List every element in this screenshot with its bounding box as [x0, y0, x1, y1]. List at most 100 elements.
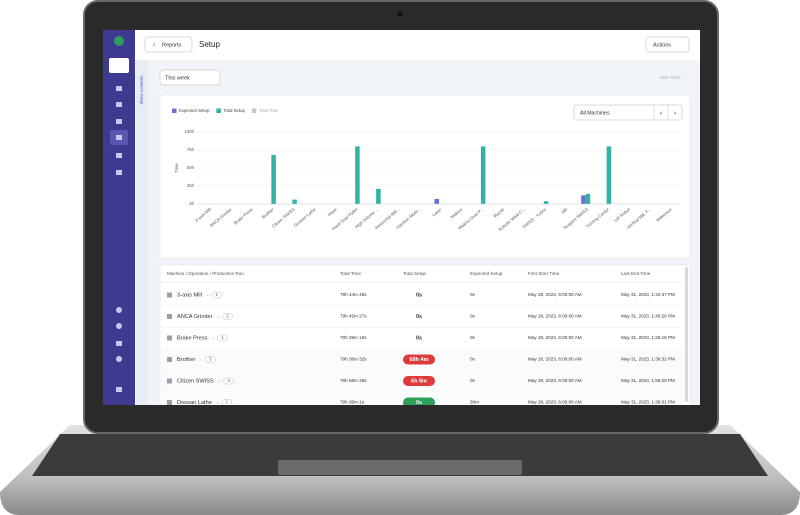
first-start: May 28, 2023, 6:00:00 AM	[528, 357, 582, 362]
expand-chevron: ⌄	[206, 292, 210, 297]
machine-name[interactable]: ANCA Grinder	[177, 314, 213, 320]
count: 1	[226, 400, 229, 405]
y-axis-label: Time	[174, 163, 179, 173]
count-pill	[211, 291, 223, 299]
count: 2	[226, 314, 229, 319]
next-button[interactable]: ›	[674, 110, 677, 117]
setup-badge	[403, 354, 435, 365]
x-tick-label: tdb	[560, 206, 568, 214]
column-header: First Start Time	[528, 271, 560, 276]
top-bar	[135, 30, 700, 60]
x-tick-label: Haas	[327, 207, 338, 217]
bar	[292, 199, 297, 204]
column-header: Last End Time	[621, 271, 651, 276]
bar	[376, 188, 381, 204]
machine-name[interactable]: 3-axis Mill	[177, 292, 202, 298]
total-setup: 6h 8m	[411, 378, 427, 384]
y-tick-label: 25h	[187, 183, 195, 188]
app: ‹ Reports Setup Actions Show Controls Th…	[103, 30, 700, 406]
expand-chevron: ⌄	[216, 314, 220, 319]
total-time: 79h 45m 27s	[340, 314, 367, 319]
first-start: May 28, 2023, 6:00:00 AM	[528, 400, 582, 405]
first-start: May 28, 2023, 6:00:00 AM	[528, 378, 582, 383]
bar	[480, 146, 486, 204]
back-button[interactable]	[144, 36, 193, 53]
y-tick-label: 75h	[187, 147, 195, 152]
expand-chevron: ⌄	[216, 400, 220, 405]
prev-button[interactable]: ‹	[660, 110, 663, 117]
column-header: Total Setup	[403, 271, 426, 276]
machine-select[interactable]	[573, 104, 683, 121]
expected-setup: 0s	[470, 292, 476, 297]
legend-label[interactable]: Total Time	[259, 108, 279, 113]
show-controls[interactable]: Show Controls	[139, 75, 144, 105]
back-chevron: ‹	[153, 43, 155, 49]
row-icon	[167, 335, 172, 341]
total-time: 79h 36m 1s	[340, 400, 365, 405]
total-time: 79h 36m 32s	[340, 357, 367, 362]
bar	[271, 154, 276, 204]
row-icon	[167, 357, 172, 362]
controls-strip[interactable]	[136, 60, 148, 405]
count-pill	[217, 334, 228, 342]
logo	[114, 36, 124, 46]
machine-name[interactable]: Doosan Lathe	[177, 400, 212, 406]
expected-setup: 0s	[470, 335, 476, 340]
y-tick-label: 100h	[184, 129, 194, 134]
expand-chevron: ⌄	[199, 357, 203, 362]
total-time: 79h 56m 29s	[340, 378, 367, 383]
bar	[355, 146, 360, 204]
column-header: Machine / Operation / Production Run	[167, 271, 244, 276]
x-tick-label: Laser	[431, 206, 443, 217]
count: 1	[221, 335, 224, 340]
total-setup: 0s	[416, 314, 422, 320]
row-icon	[167, 292, 172, 298]
machine-name[interactable]: Citizen SWISS	[177, 378, 214, 384]
first-start: May 28, 2023, 6:00:00 AM	[528, 335, 582, 340]
total-setup: 0s	[416, 335, 422, 341]
bar	[585, 193, 591, 204]
machine-name[interactable]: Brother	[177, 357, 195, 363]
expected-setup: 0s	[470, 378, 476, 383]
count-pill	[223, 377, 234, 385]
legend-label[interactable]: Total Setup	[223, 108, 245, 113]
nav-icons	[110, 86, 128, 392]
hide-chart[interactable]: Hide Chart	[660, 75, 681, 80]
bar	[543, 201, 549, 204]
count: 4	[227, 378, 230, 383]
count-pill	[221, 399, 233, 405]
scrollbar[interactable]	[685, 267, 688, 402]
trackpad	[278, 460, 522, 475]
camera	[397, 11, 403, 17]
y-tick-label: 0h	[189, 201, 194, 206]
period-select[interactable]	[159, 69, 221, 86]
last-end: May 31, 2023, 1:44:47 PM	[621, 292, 675, 297]
last-end: May 31, 2023, 1:45:26 PM	[621, 314, 675, 319]
page-title: Setup	[199, 40, 220, 49]
y-tick-label: 50h	[187, 165, 195, 170]
machine-name[interactable]: Brake Press	[177, 335, 208, 341]
period-label: This week	[165, 75, 190, 81]
actions-button[interactable]	[645, 36, 690, 53]
expand-chevron: ⌄	[218, 378, 222, 383]
legend-swatch	[251, 108, 257, 113]
expected-setup: 30m	[470, 400, 479, 405]
row-icon	[167, 314, 172, 319]
total-setup: 0s	[416, 400, 422, 406]
last-end: May 31, 2023, 1:36:32 PM	[621, 357, 675, 362]
setup-badge	[403, 376, 435, 386]
last-end: May 31, 2023, 1:36:01 PM	[621, 400, 675, 405]
count-pill	[205, 356, 216, 363]
back-label: Reports	[162, 42, 182, 48]
first-start: May 28, 2023, 6:00:00 AM	[528, 292, 582, 297]
last-end: May 31, 2023, 1:56:29 PM	[621, 378, 675, 383]
nav-active[interactable]	[109, 58, 129, 73]
bar	[434, 198, 439, 204]
legend-label[interactable]: Expected Setup	[179, 108, 210, 113]
row-icon	[167, 400, 172, 405]
total-setup: 68h 4m	[410, 357, 429, 363]
total-setup: 0s	[416, 292, 422, 298]
actions-label: Actions	[653, 42, 671, 48]
first-start: May 28, 2023, 6:00:00 AM	[528, 314, 582, 319]
